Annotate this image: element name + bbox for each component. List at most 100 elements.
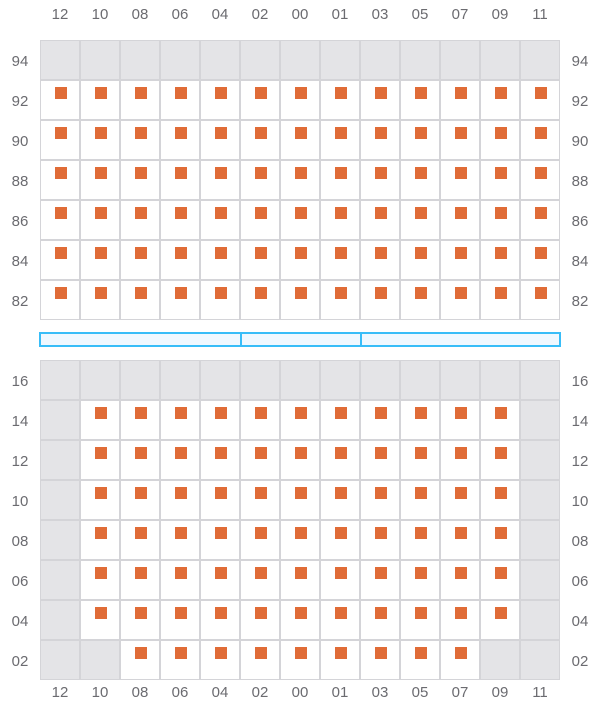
seat-marker[interactable]	[335, 526, 347, 539]
seat-marker[interactable]	[295, 286, 307, 299]
seat-marker[interactable]	[335, 126, 347, 139]
seat-marker[interactable]	[175, 446, 187, 459]
seat-marker[interactable]	[135, 526, 147, 539]
seat-marker[interactable]	[455, 486, 467, 499]
seat-marker[interactable]	[455, 286, 467, 299]
seat-marker[interactable]	[415, 526, 427, 539]
seat-marker[interactable]	[135, 166, 147, 179]
seat-marker[interactable]	[455, 566, 467, 579]
seat-marker[interactable]	[135, 566, 147, 579]
seat-marker[interactable]	[295, 526, 307, 539]
seat-marker[interactable]	[95, 406, 107, 419]
seat-marker[interactable]	[415, 206, 427, 219]
seat-marker[interactable]	[535, 126, 547, 139]
seat-marker[interactable]	[495, 406, 507, 419]
seat-marker[interactable]	[255, 646, 267, 659]
seat-marker[interactable]	[95, 606, 107, 619]
seat-marker[interactable]	[255, 126, 267, 139]
seat-marker[interactable]	[495, 246, 507, 259]
seat-marker[interactable]	[135, 86, 147, 99]
seat-marker[interactable]	[255, 486, 267, 499]
seat-marker[interactable]	[335, 646, 347, 659]
seat-marker[interactable]	[415, 446, 427, 459]
seat-marker[interactable]	[375, 486, 387, 499]
seat-marker[interactable]	[295, 406, 307, 419]
seat-marker[interactable]	[55, 166, 67, 179]
seat-marker[interactable]	[215, 126, 227, 139]
seat-marker[interactable]	[415, 246, 427, 259]
seat-marker[interactable]	[215, 286, 227, 299]
seat-marker[interactable]	[455, 406, 467, 419]
seat-marker[interactable]	[455, 646, 467, 659]
seat-marker[interactable]	[135, 286, 147, 299]
seat-marker[interactable]	[95, 166, 107, 179]
seat-marker[interactable]	[175, 566, 187, 579]
seat-marker[interactable]	[295, 646, 307, 659]
seat-marker[interactable]	[215, 166, 227, 179]
seat-marker[interactable]	[175, 646, 187, 659]
seat-marker[interactable]	[175, 166, 187, 179]
seat-marker[interactable]	[255, 246, 267, 259]
seat-marker[interactable]	[375, 406, 387, 419]
seat-marker[interactable]	[255, 166, 267, 179]
seat-marker[interactable]	[215, 206, 227, 219]
seat-marker[interactable]	[135, 606, 147, 619]
seat-marker[interactable]	[375, 126, 387, 139]
seat-marker[interactable]	[455, 606, 467, 619]
seat-marker[interactable]	[375, 566, 387, 579]
seat-marker[interactable]	[255, 526, 267, 539]
seat-marker[interactable]	[495, 286, 507, 299]
seat-marker[interactable]	[415, 406, 427, 419]
seat-marker[interactable]	[415, 566, 427, 579]
seat-marker[interactable]	[95, 206, 107, 219]
seat-marker[interactable]	[135, 246, 147, 259]
seat-marker[interactable]	[295, 606, 307, 619]
seat-marker[interactable]	[175, 206, 187, 219]
seat-marker[interactable]	[255, 566, 267, 579]
seat-marker[interactable]	[55, 246, 67, 259]
seat-marker[interactable]	[295, 86, 307, 99]
seat-marker[interactable]	[375, 446, 387, 459]
seat-marker[interactable]	[455, 446, 467, 459]
seat-marker[interactable]	[255, 446, 267, 459]
seat-marker[interactable]	[135, 206, 147, 219]
seat-marker[interactable]	[415, 126, 427, 139]
seat-marker[interactable]	[455, 206, 467, 219]
seat-marker[interactable]	[255, 206, 267, 219]
seat-marker[interactable]	[375, 526, 387, 539]
seat-marker[interactable]	[95, 486, 107, 499]
seat-marker[interactable]	[295, 246, 307, 259]
seat-marker[interactable]	[255, 606, 267, 619]
seat-marker[interactable]	[455, 526, 467, 539]
seat-marker[interactable]	[215, 246, 227, 259]
seat-marker[interactable]	[295, 206, 307, 219]
seat-marker[interactable]	[295, 446, 307, 459]
seat-marker[interactable]	[95, 526, 107, 539]
seat-marker[interactable]	[55, 126, 67, 139]
seat-marker[interactable]	[535, 246, 547, 259]
seat-marker[interactable]	[295, 486, 307, 499]
seat-marker[interactable]	[375, 286, 387, 299]
seat-marker[interactable]	[495, 206, 507, 219]
seat-marker[interactable]	[175, 486, 187, 499]
seat-marker[interactable]	[215, 566, 227, 579]
seat-marker[interactable]	[335, 246, 347, 259]
seat-marker[interactable]	[495, 86, 507, 99]
seat-marker[interactable]	[175, 246, 187, 259]
seat-marker[interactable]	[215, 526, 227, 539]
seat-marker[interactable]	[335, 286, 347, 299]
seat-marker[interactable]	[215, 406, 227, 419]
seat-marker[interactable]	[295, 166, 307, 179]
seat-marker[interactable]	[495, 486, 507, 499]
seat-marker[interactable]	[375, 646, 387, 659]
seat-marker[interactable]	[215, 486, 227, 499]
seat-marker[interactable]	[175, 606, 187, 619]
seat-marker[interactable]	[415, 646, 427, 659]
seat-marker[interactable]	[495, 126, 507, 139]
seat-marker[interactable]	[135, 486, 147, 499]
seat-marker[interactable]	[55, 286, 67, 299]
seat-marker[interactable]	[375, 606, 387, 619]
seat-marker[interactable]	[95, 126, 107, 139]
seat-marker[interactable]	[95, 566, 107, 579]
seat-marker[interactable]	[415, 486, 427, 499]
